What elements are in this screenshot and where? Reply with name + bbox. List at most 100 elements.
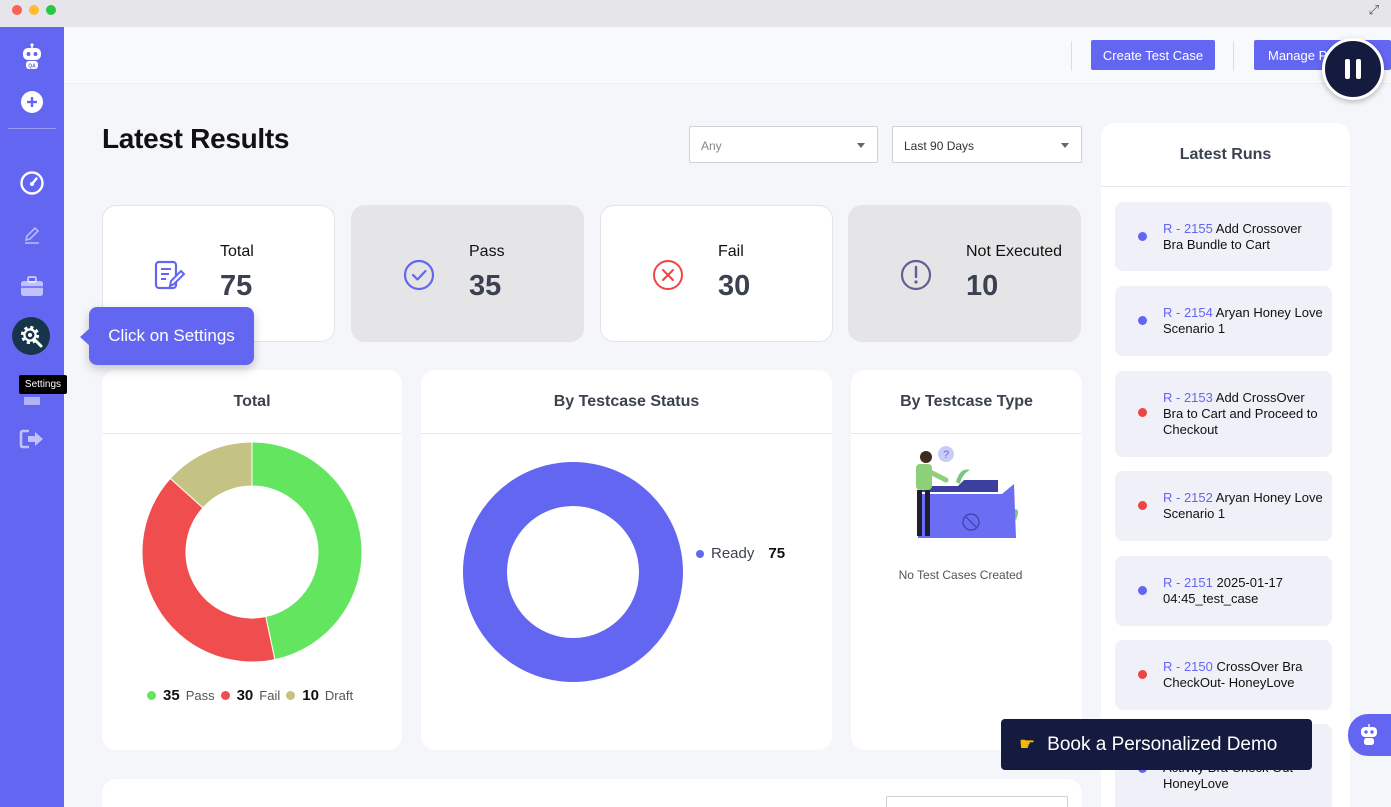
slice-ready[interactable] xyxy=(463,461,683,683)
card-title: Total xyxy=(102,370,402,434)
stat-label: Total xyxy=(220,243,254,260)
legend-value: 35 xyxy=(163,687,180,704)
run-name: Aryan Honey Love Scenario 1 xyxy=(1163,490,1323,521)
add-icon[interactable] xyxy=(16,86,48,118)
stat-card-fail[interactable]: Fail 30 xyxy=(600,205,833,342)
stat-label: Not Executed xyxy=(966,243,1063,260)
run-status-dot xyxy=(1138,670,1147,679)
legend-item-draft[interactable]: 10 Draft xyxy=(286,687,353,704)
legend-item-ready[interactable]: Ready 75 xyxy=(696,545,791,562)
run-id[interactable]: R - 2150 xyxy=(1163,659,1213,674)
robot-logo-icon[interactable]: QA xyxy=(16,41,48,73)
date-range-value: Last 90 Days xyxy=(904,139,975,153)
chevron-down-icon xyxy=(857,143,865,148)
legend-label: Draft xyxy=(324,688,354,703)
legend-label: Ready xyxy=(711,545,755,562)
run-item[interactable]: R - 2151 2025-01-17 04:45_test_case xyxy=(1115,556,1332,626)
legend-item-fail[interactable]: 30 Fail xyxy=(220,687,281,704)
maximize-window-button[interactable] xyxy=(46,5,56,15)
stat-card-not-executed[interactable]: Not Executed 10 xyxy=(848,205,1081,342)
run-name: Add Crossover Bra Bundle to Cart xyxy=(1163,221,1302,252)
run-id[interactable]: R - 2154 xyxy=(1163,305,1213,320)
legend-value: 75 xyxy=(768,545,786,562)
date-range-select[interactable]: Last 90 Days xyxy=(892,126,1082,163)
chevron-down-icon xyxy=(1061,143,1069,148)
no-test-cases-message: No Test Cases Created xyxy=(898,568,1023,582)
chatbot-launcher[interactable] xyxy=(1348,714,1391,756)
pointing-hand-icon: ☛ xyxy=(1019,734,1036,754)
run-name: Add CrossOver Bra to Cart and Proceed to… xyxy=(1163,390,1318,437)
card-title: By Testcase Type xyxy=(851,370,1082,434)
svg-text:QA: QA xyxy=(28,64,36,70)
svg-text:?: ? xyxy=(943,449,949,461)
legend-dot xyxy=(147,691,156,700)
bottom-select[interactable] xyxy=(886,796,1068,807)
fullscreen-icon[interactable]: ⤢ xyxy=(1368,3,1379,18)
run-status-dot xyxy=(1138,586,1147,595)
runs-title: Latest Runs xyxy=(1101,123,1350,187)
total-chart-card: Total 35 Pass 30 Fail 10 Draft xyxy=(102,370,402,750)
sidebar: QA xyxy=(0,27,64,807)
type-filter-select[interactable]: Any xyxy=(689,126,878,163)
book-demo-button[interactable]: ☛ Book a Personalized Demo xyxy=(1001,719,1312,770)
topbar-divider xyxy=(1233,41,1234,71)
window-titlebar: ⤢ xyxy=(0,0,1391,27)
close-window-button[interactable] xyxy=(12,5,22,15)
run-item[interactable]: R - 2155 Add Crossover Bra Bundle to Car… xyxy=(1115,202,1332,271)
status-chart-card: By Testcase Status Ready 75 xyxy=(421,370,832,750)
top-bar: Create Test Case Manage Pl xyxy=(64,27,1391,84)
run-id[interactable]: R - 2151 xyxy=(1163,575,1213,590)
create-test-case-button[interactable]: Create Test Case xyxy=(1091,40,1215,70)
latest-runs-panel: Latest Runs R - 2155 Add Crossover Bra B… xyxy=(1101,123,1350,807)
run-name: Aryan Honey Love Scenario 1 xyxy=(1163,305,1323,336)
run-name: 2025-01-17 04:45_test_case xyxy=(1163,575,1283,606)
briefcase-icon[interactable] xyxy=(16,270,48,302)
settings-hover-label: Settings xyxy=(19,375,67,394)
pencil-icon[interactable] xyxy=(16,219,48,251)
slice-fail[interactable] xyxy=(141,477,276,663)
sidebar-divider xyxy=(8,128,56,129)
run-id[interactable]: R - 2155 xyxy=(1163,221,1213,236)
edit-document-icon xyxy=(154,260,186,290)
status-chart-legend: Ready 75 xyxy=(696,545,797,562)
run-id[interactable]: R - 2153 xyxy=(1163,390,1213,405)
run-id[interactable]: R - 2152 xyxy=(1163,490,1213,505)
guide-tooltip: Click on Settings xyxy=(80,307,254,365)
exclamation-circle-icon xyxy=(900,259,932,291)
legend-value: 30 xyxy=(236,687,254,704)
pause-button[interactable] xyxy=(1322,38,1384,100)
stat-label: Pass xyxy=(469,243,505,260)
slice-draft[interactable] xyxy=(169,441,253,509)
run-item[interactable]: R - 2152 Aryan Honey Love Scenario 1 xyxy=(1115,471,1332,541)
topbar-divider xyxy=(1071,41,1072,71)
x-circle-icon xyxy=(653,260,683,290)
minimize-window-button[interactable] xyxy=(29,5,39,15)
stat-value: 35 xyxy=(469,270,502,302)
type-filter-value: Any xyxy=(701,139,722,153)
legend-value: 10 xyxy=(302,687,319,704)
type-chart-card: By Testcase Type ? No Test Cases Created xyxy=(851,370,1082,750)
page-title: Latest Results xyxy=(102,123,290,154)
legend-dot xyxy=(286,691,296,700)
legend-label: Fail xyxy=(259,688,281,703)
run-status-dot xyxy=(1138,408,1147,417)
run-item[interactable]: R - 2153 Add CrossOver Bra to Cart and P… xyxy=(1115,371,1332,457)
slice-pass[interactable] xyxy=(251,441,363,661)
run-status-dot xyxy=(1138,316,1147,325)
stat-value: 75 xyxy=(220,270,253,302)
total-donut-chart xyxy=(141,441,363,663)
stat-card-pass[interactable]: Pass 35 xyxy=(351,205,584,342)
card-title: By Testcase Status xyxy=(421,370,832,434)
dashboard-gauge-icon[interactable] xyxy=(16,167,48,199)
reports-icon[interactable] xyxy=(16,382,48,414)
logout-icon[interactable] xyxy=(16,423,48,455)
run-item[interactable]: R - 2154 Aryan Honey Love Scenario 1 xyxy=(1115,286,1332,356)
book-demo-label: Book a Personalized Demo xyxy=(1047,733,1278,755)
check-circle-icon xyxy=(403,259,435,291)
run-item[interactable]: R - 2150 CrossOver Bra CheckOut- HoneyLo… xyxy=(1115,640,1332,710)
legend-item-pass[interactable]: 35 Pass xyxy=(147,687,215,704)
settings-icon[interactable] xyxy=(12,317,50,355)
legend-dot xyxy=(696,549,704,558)
empty-folder-illustration: ? xyxy=(916,446,1018,538)
robot-icon xyxy=(1361,724,1377,745)
